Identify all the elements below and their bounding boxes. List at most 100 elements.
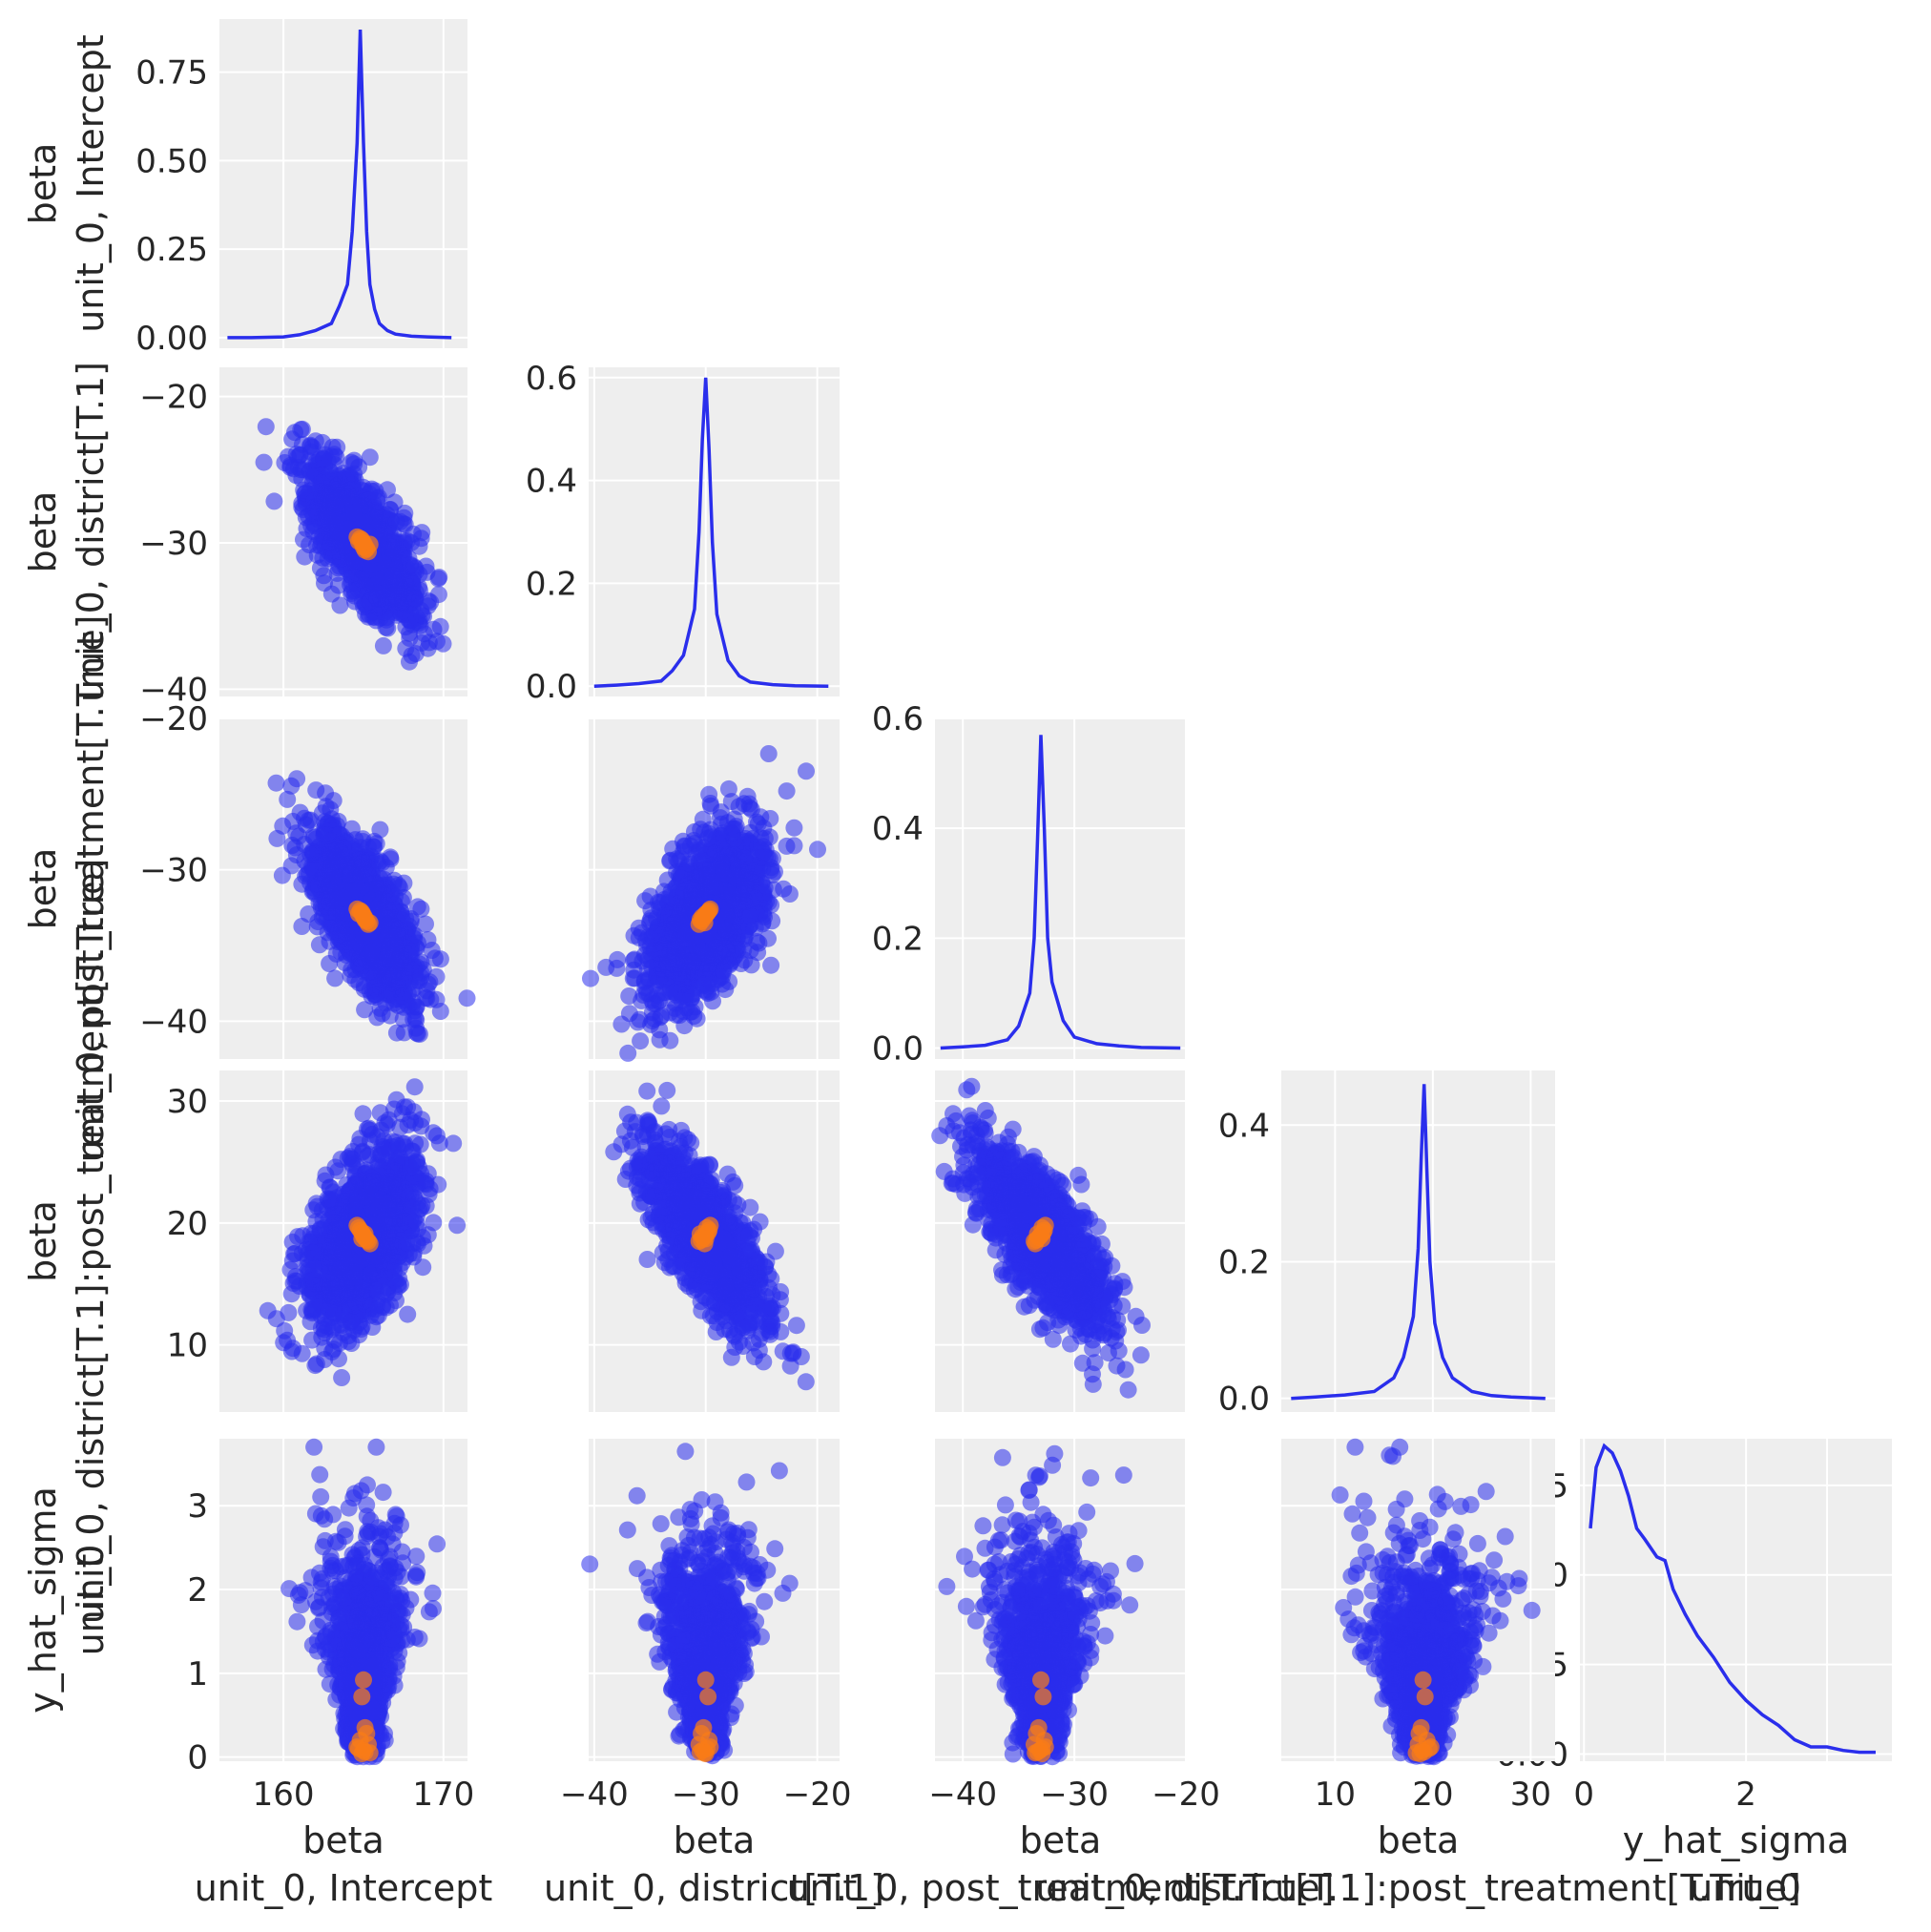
sample-point [775, 880, 793, 898]
sample-point [661, 942, 679, 960]
sample-point [321, 538, 339, 556]
sample-point [702, 877, 719, 895]
sample-point [427, 967, 446, 986]
sample-point [345, 504, 363, 522]
sample-point [297, 509, 315, 527]
sample-point [698, 829, 716, 847]
sample-point [312, 473, 330, 491]
divergent-point [696, 904, 715, 923]
panel-3-3 [1281, 1070, 1555, 1412]
sample-point [412, 900, 430, 918]
sample-point [740, 918, 758, 935]
tick-label-y: −30 [139, 852, 208, 890]
panel-2-0 [219, 717, 476, 1059]
sample-point [281, 458, 300, 476]
sample-point [663, 915, 681, 933]
kde-line [940, 735, 1181, 1050]
sample-point [381, 1007, 399, 1025]
sample-point [311, 559, 329, 577]
tick-label-y: 0.4 [872, 810, 924, 848]
sample-point [315, 449, 333, 467]
sample-point [785, 819, 803, 837]
tick-label-y: 0.6 [526, 360, 577, 398]
sample-point [364, 838, 383, 856]
sample-point [458, 989, 476, 1008]
sample-point [361, 592, 379, 611]
sample-point [279, 790, 297, 808]
sample-point [316, 855, 334, 873]
sample-point [674, 975, 692, 993]
sample-point [378, 986, 396, 1004]
sample-point [684, 953, 702, 971]
tick-label-y: 0.25 [135, 231, 208, 269]
sample-point [785, 837, 803, 855]
sample-point [361, 448, 379, 467]
sample-point [297, 484, 315, 502]
sample-point [675, 838, 694, 856]
sample-point [288, 770, 306, 788]
sample-point [374, 636, 392, 654]
sample-point [386, 942, 405, 960]
sample-point [268, 829, 286, 847]
sample-point [339, 932, 357, 950]
sample-point [355, 980, 373, 998]
sample-point [413, 524, 431, 542]
sample-point [809, 841, 826, 859]
sample-point [257, 418, 275, 436]
sample-point [334, 889, 352, 907]
sample-point [729, 851, 747, 869]
sample-point [754, 884, 772, 903]
tick-label-y: −40 [139, 1003, 208, 1041]
sample-point [352, 866, 370, 884]
sample-point [798, 762, 815, 780]
sample-point [307, 781, 325, 800]
panel-1-1 [589, 367, 840, 696]
sample-point [750, 934, 768, 952]
sample-point [336, 954, 354, 972]
sample-point [431, 950, 449, 968]
tick-label-y: 0.4 [526, 463, 577, 501]
sample-point [363, 943, 381, 961]
sample-point [752, 808, 770, 826]
sample-point [265, 492, 283, 510]
sample-point [338, 471, 356, 489]
sample-point [399, 1305, 417, 1323]
sample-point [293, 420, 311, 438]
sample-point [632, 1032, 650, 1050]
sample-point [356, 576, 374, 594]
sample-point [427, 633, 446, 651]
sample-point [697, 862, 716, 880]
sample-point [388, 590, 406, 608]
sample-point [722, 793, 740, 811]
panel-background [935, 718, 1186, 1059]
sample-point [752, 848, 770, 866]
sample-point [684, 887, 702, 905]
sample-point [324, 792, 343, 810]
tick-label-y: −30 [139, 525, 208, 563]
sample-point [626, 969, 644, 987]
sample-point [582, 969, 599, 987]
sample-point [759, 745, 778, 762]
sample-point [267, 774, 285, 792]
sample-point [658, 871, 676, 889]
sample-point [412, 968, 430, 986]
sample-point [384, 567, 402, 585]
sample-point [656, 984, 675, 1002]
sample-point [295, 530, 312, 549]
sample-point [431, 617, 449, 635]
kde-line [1291, 1084, 1546, 1401]
sample-point [322, 585, 341, 603]
sample-point [273, 866, 291, 884]
sample-point [643, 1012, 661, 1030]
tick-label-y: 0.2 [872, 920, 924, 958]
sample-point [429, 586, 447, 604]
sample-point [319, 499, 337, 517]
sample-point [329, 523, 347, 541]
sample-point [366, 482, 384, 500]
tick-label-y: 0.2 [1218, 1243, 1270, 1281]
divergent-point [353, 904, 371, 923]
tick-label-y: 0.4 [1218, 1107, 1270, 1145]
tick-label-y: 0.75 [135, 54, 208, 93]
divergent-point [353, 534, 371, 551]
